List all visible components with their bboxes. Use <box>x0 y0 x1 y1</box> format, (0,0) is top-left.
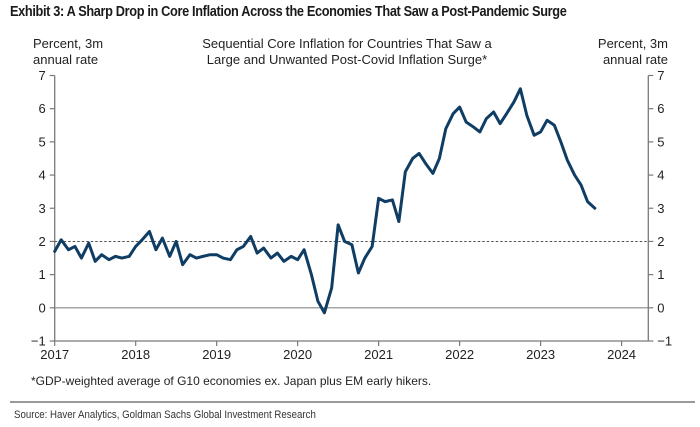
x-tick-label: 2021 <box>364 347 393 362</box>
y-axis-label-right-line2: annual rate <box>603 52 668 67</box>
y-tick-label-right: 2 <box>657 234 664 249</box>
y-tick-label-right: 6 <box>657 101 664 116</box>
y-tick-label-left: 7 <box>38 68 45 83</box>
y-tick-label-left: −1 <box>31 334 46 349</box>
source-note: Source: Haver Analytics, Goldman Sachs G… <box>14 409 316 421</box>
y-tick-label-left: 3 <box>38 201 45 216</box>
x-tick-label: 2023 <box>526 347 555 362</box>
y-tick-label-left: 6 <box>38 101 45 116</box>
source-divider <box>10 401 695 403</box>
y-tick-label-left: 0 <box>38 300 45 315</box>
y-tick-label-right: 5 <box>657 134 664 149</box>
chart-title-line1: Sequential Core Inflation for Countries … <box>202 36 492 51</box>
y-axis-label-right-line1: Percent, 3m <box>598 36 668 51</box>
y-tick-label-left: 4 <box>38 168 45 183</box>
y-tick-label-right: 3 <box>657 201 664 216</box>
x-tick-label: 2022 <box>445 347 474 362</box>
x-tick-label: 2019 <box>202 347 231 362</box>
x-tick-label: 2020 <box>283 347 312 362</box>
y-axis-label-left-line2: annual rate <box>33 52 98 67</box>
y-tick-label-right: 0 <box>657 300 664 315</box>
y-tick-label-right: 1 <box>657 267 664 282</box>
y-tick-label-right: −1 <box>657 334 672 349</box>
line-chart: Percent, 3m annual rate Percent, 3m annu… <box>31 36 672 388</box>
y-tick-label-left: 2 <box>38 234 45 249</box>
y-tick-label-left: 5 <box>38 134 45 149</box>
x-tick-label: 2018 <box>121 347 150 362</box>
x-tick-label: 2017 <box>40 347 69 362</box>
y-tick-label-right: 7 <box>657 68 664 83</box>
exhibit-title: Exhibit 3: A Sharp Drop in Core Inflatio… <box>10 4 567 20</box>
x-tick-label: 2024 <box>607 347 636 362</box>
series-line <box>53 87 597 315</box>
y-tick-label-right: 4 <box>657 168 664 183</box>
y-axis-label-left-line1: Percent, 3m <box>33 36 103 51</box>
chart-title-line2: Large and Unwanted Post-Covid Inflation … <box>207 52 487 67</box>
y-tick-label-left: 1 <box>38 267 45 282</box>
chart-footnote: *GDP-weighted average of G10 economies e… <box>31 374 431 388</box>
